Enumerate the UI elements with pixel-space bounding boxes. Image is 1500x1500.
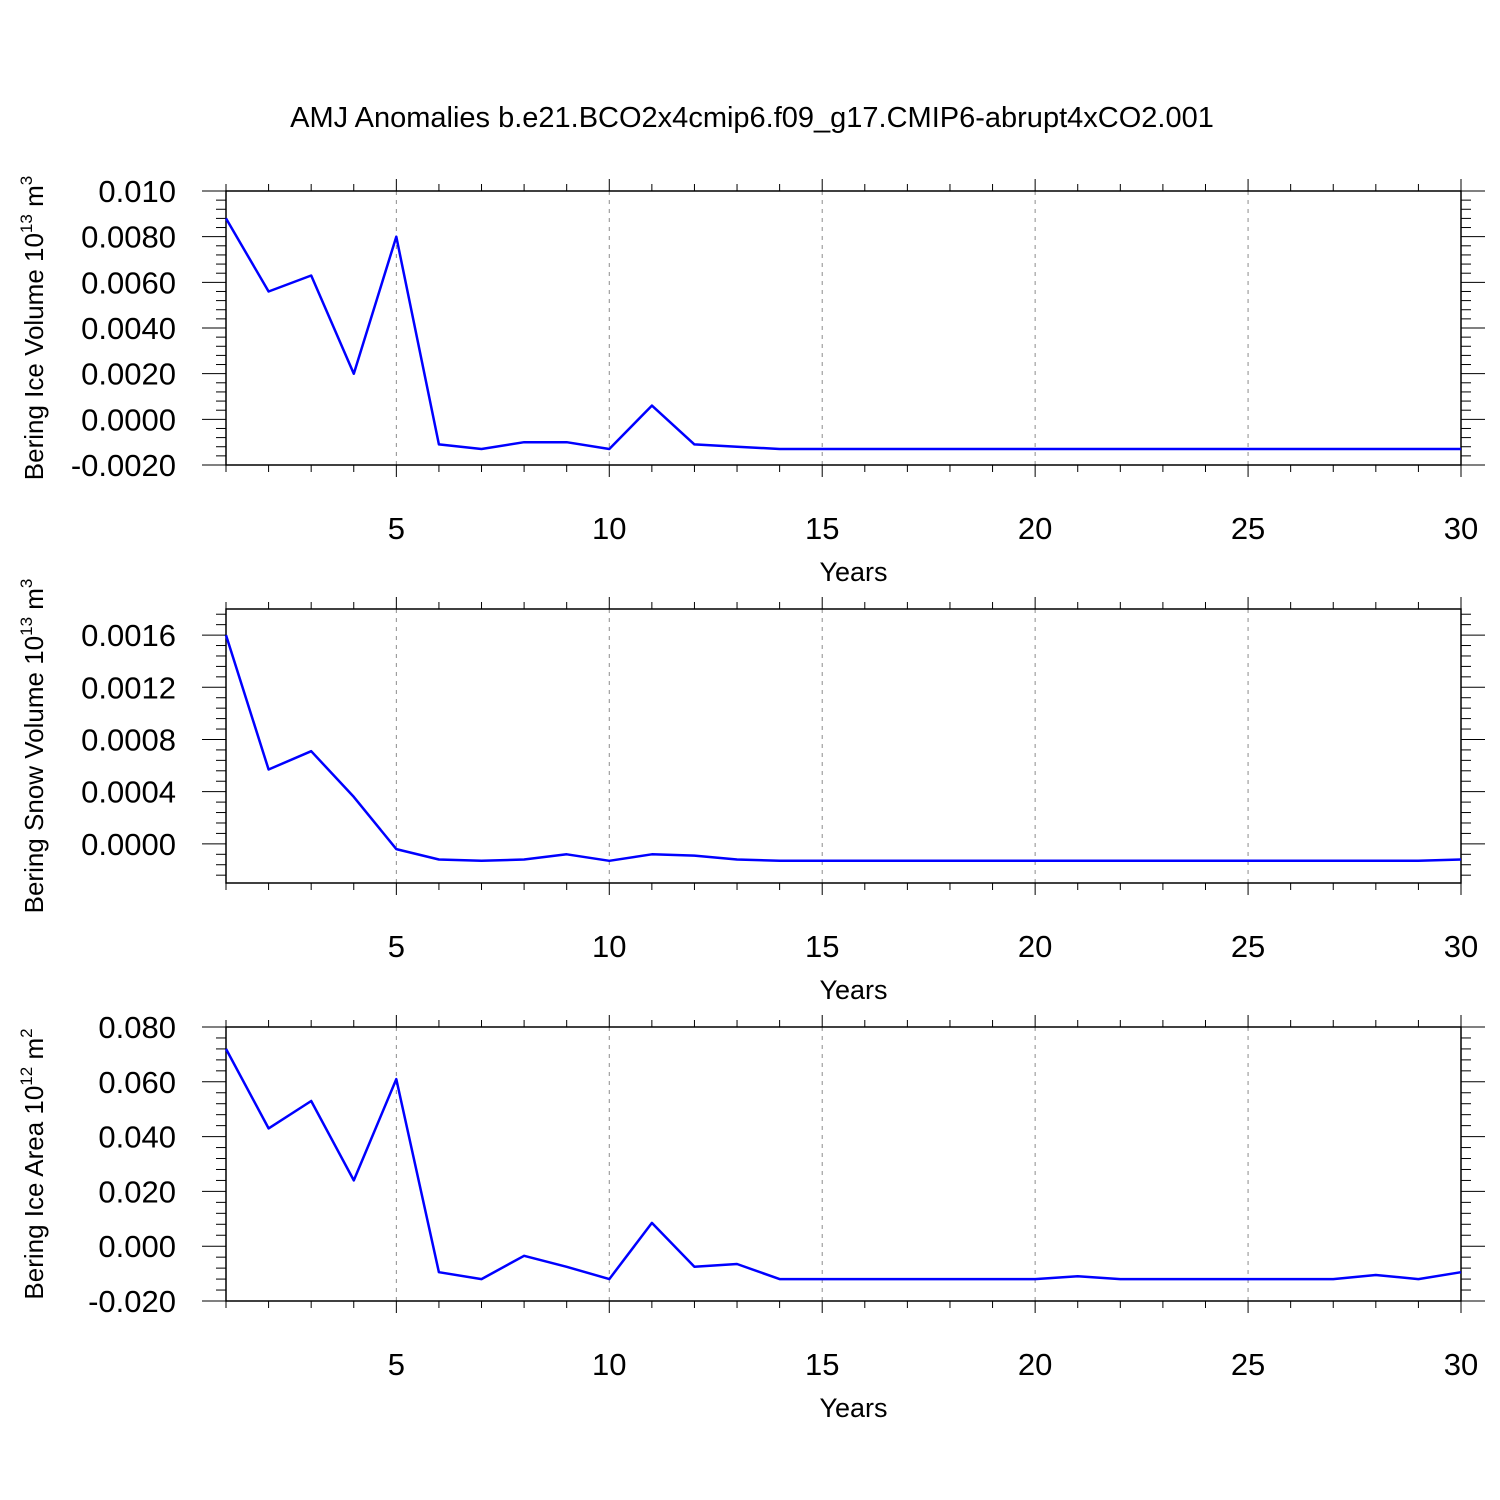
y-axis-label: Bering Snow Volume 1013 m3 xyxy=(17,579,49,914)
x-tick-label: 20 xyxy=(1018,929,1052,964)
x-tick-label: 20 xyxy=(1018,511,1052,546)
x-tick-label: 25 xyxy=(1231,1347,1265,1382)
x-tick-label: 15 xyxy=(805,511,839,546)
y-tick-label: 0.060 xyxy=(98,1065,176,1100)
plot-frame xyxy=(225,608,1462,884)
y-tick-label: 0.080 xyxy=(98,1010,176,1045)
y-tick-label: 0.0020 xyxy=(81,357,176,392)
series-line xyxy=(224,1048,1462,1281)
x-tick-label: 10 xyxy=(592,1347,626,1382)
x-tick-label: 20 xyxy=(1018,1347,1052,1382)
x-tick-label: 25 xyxy=(1231,511,1265,546)
x-axis-label: Years xyxy=(819,975,887,1005)
x-tick-label: 30 xyxy=(1444,1347,1478,1382)
y-tick-label: 0.0000 xyxy=(81,402,176,437)
x-tick-label: 10 xyxy=(592,929,626,964)
x-tick-label: 5 xyxy=(388,1347,405,1382)
y-axis-label: Bering Ice Volume 1013 m3 xyxy=(17,176,49,480)
figure-title: AMJ Anomalies b.e21.BCO2x4cmip6.f09_g17.… xyxy=(290,102,1214,134)
x-tick-label: 30 xyxy=(1444,511,1478,546)
panel-1: 5 10 15 20 25 30 Years -0.0020 0.0000 0.0020 0.004… xyxy=(17,174,1485,587)
y-tick-label: 0.020 xyxy=(98,1174,176,1209)
y-tick-label: 0.0012 xyxy=(81,670,176,705)
y-tick-label: -0.020 xyxy=(88,1284,176,1319)
x-tick-label: 15 xyxy=(805,929,839,964)
panels: 5 10 15 20 25 30 Years -0.0020 0.0000 0.0020 0.004… xyxy=(17,174,1485,1423)
x-tick-label: 5 xyxy=(388,511,405,546)
y-tick-label: 0.000 xyxy=(98,1229,176,1264)
x-tick-label: 15 xyxy=(805,1347,839,1382)
panel-2: 5 10 15 20 25 30 Years 0.0000 0.0004 0.0008 0.0012… xyxy=(17,579,1485,1005)
y-tick-label: 0.0004 xyxy=(81,775,176,810)
x-axis-label: Years xyxy=(819,1393,887,1423)
y-tick-label: 0.0000 xyxy=(81,827,176,862)
y-tick-label: 0.0060 xyxy=(81,265,176,300)
series-line xyxy=(224,634,1462,863)
y-axis-label: Bering Ice Area 1012 m2 xyxy=(17,1028,49,1299)
series-line xyxy=(224,217,1461,451)
x-tick-label: 30 xyxy=(1444,929,1478,964)
y-tick-label: 0.0040 xyxy=(81,311,176,346)
x-tick-label: 10 xyxy=(592,511,626,546)
x-axis-label: Years xyxy=(819,557,887,587)
panel-3: 5 10 15 20 25 30 Years -0.020 0.000 0.020 0.040 0.0… xyxy=(17,1010,1485,1423)
y-tick-label: 0.0008 xyxy=(81,722,176,757)
y-tick-label: 0.0080 xyxy=(81,220,176,255)
y-tick-label: -0.0020 xyxy=(71,448,176,483)
x-tick-label: 5 xyxy=(388,929,405,964)
y-tick-label: 0.010 xyxy=(98,174,176,209)
y-tick-label: 0.0016 xyxy=(81,618,176,653)
x-tick-label: 25 xyxy=(1231,929,1265,964)
y-tick-label: 0.040 xyxy=(98,1120,176,1155)
plot-frame xyxy=(225,1026,1462,1302)
